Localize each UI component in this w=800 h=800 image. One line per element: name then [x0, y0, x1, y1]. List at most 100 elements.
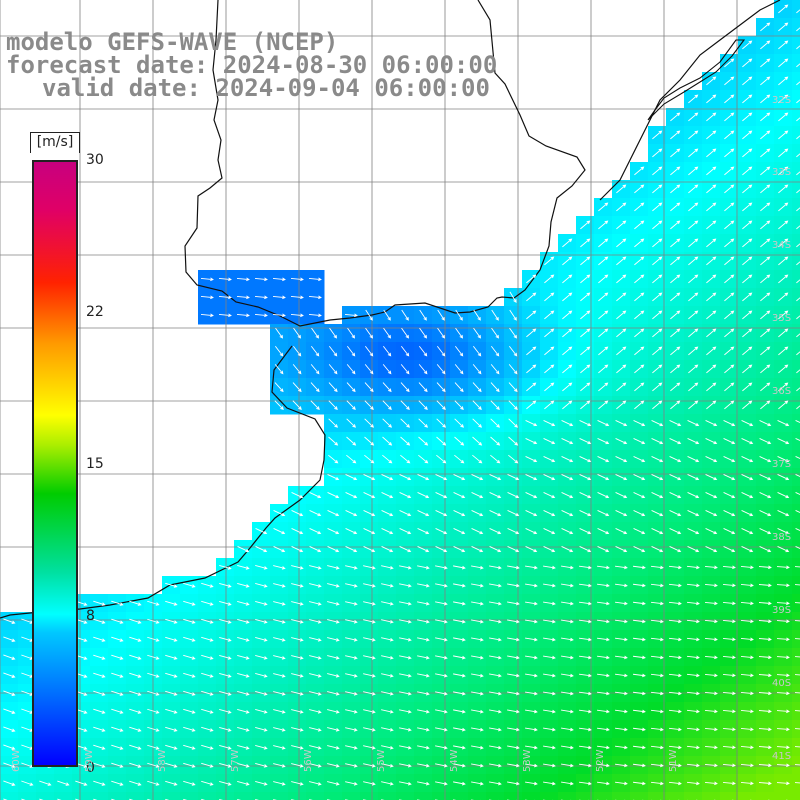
wind-arrow [344, 313, 358, 318]
wind-arrow [670, 184, 681, 194]
wind-arrow [327, 781, 340, 786]
wind-arrow [670, 328, 681, 338]
wind-arrow [111, 744, 124, 750]
wind-arrow [111, 726, 124, 732]
wind-arrow [741, 438, 754, 445]
wind-arrow [201, 708, 214, 714]
wind-arrow [472, 418, 483, 428]
wind-arrow [561, 583, 574, 588]
wind-arrow [580, 346, 591, 356]
wind-arrow [706, 112, 717, 122]
wind-arrow [778, 4, 789, 14]
wind-arrow [632, 655, 646, 660]
wind-arrow [650, 601, 664, 606]
wind-arrow [3, 726, 16, 732]
wind-arrow [543, 655, 556, 660]
lon-label: 60W [11, 749, 22, 772]
wind-arrow [237, 564, 250, 570]
wind-arrow [688, 256, 699, 266]
wind-arrow [668, 727, 682, 732]
wind-arrow [255, 565, 268, 570]
wind-speed-cell [306, 792, 325, 800]
wind-arrow [273, 601, 286, 606]
wind-speed-cell [216, 792, 235, 800]
wind-arrow [724, 130, 735, 140]
wind-arrow [778, 58, 789, 68]
wind-arrow [291, 546, 304, 553]
wind-arrow [310, 345, 320, 357]
wind-arrow [453, 763, 466, 768]
wind-arrow [651, 474, 664, 481]
wind-arrow [345, 637, 358, 642]
wind-arrow [778, 274, 789, 284]
wind-arrow [652, 382, 663, 392]
wind-speed-cell [792, 486, 800, 505]
wind-arrow [435, 637, 448, 642]
wind-arrow [435, 655, 448, 660]
wind-arrow [650, 565, 664, 570]
wind-arrow [670, 130, 681, 140]
wind-arrow [616, 238, 627, 248]
wind-arrow [706, 292, 717, 302]
lon-label: 56W [303, 749, 314, 772]
wind-speed-cell [18, 792, 37, 800]
wind-arrow [634, 238, 645, 248]
wind-arrow [290, 277, 304, 282]
wind-arrow [363, 492, 376, 499]
wind-arrow [544, 256, 555, 266]
wind-arrow [507, 781, 520, 786]
wind-arrow [578, 763, 592, 768]
wind-arrow [255, 781, 268, 786]
wind-arrow [183, 690, 196, 696]
wind-arrow [399, 691, 412, 696]
wind-arrow [290, 295, 304, 300]
wind-arrow [668, 637, 682, 642]
wind-arrow [796, 351, 800, 356]
wind-arrow [668, 691, 682, 696]
wind-arrow [688, 220, 699, 230]
wind-arrow [345, 510, 358, 517]
wind-arrow [346, 454, 357, 464]
wind-arrow [687, 492, 700, 499]
wind-arrow [760, 328, 771, 338]
wind-arrow [758, 619, 772, 624]
wind-speed-cell [468, 792, 487, 800]
wind-arrow [543, 474, 556, 481]
wind-arrow [706, 256, 717, 266]
wind-arrow [794, 620, 800, 622]
wind-speed-cell [450, 792, 469, 800]
wind-arrow [437, 309, 445, 321]
wind-arrow [364, 345, 374, 357]
wind-arrow [507, 510, 520, 517]
wind-arrow [417, 655, 430, 660]
wind-arrow [201, 654, 214, 660]
wind-arrow [742, 310, 753, 320]
wind-arrow [381, 673, 394, 678]
wind-arrow [740, 763, 754, 768]
wind-arrow [328, 436, 339, 446]
wind-arrow [632, 619, 646, 624]
wind-arrow [382, 345, 392, 357]
wind-speed-cell [252, 792, 271, 800]
wind-arrow [651, 420, 664, 427]
wind-arrow [742, 130, 753, 140]
wind-arrow [237, 708, 250, 714]
wind-arrow [309, 763, 322, 768]
wind-arrow [436, 364, 446, 375]
wind-arrow [219, 636, 232, 642]
wind-arrow [129, 762, 142, 768]
wind-arrow [686, 781, 700, 786]
wind-arrow [381, 601, 394, 606]
wind-arrow [704, 709, 718, 714]
wind-arrow [219, 618, 232, 624]
wind-arrow [776, 781, 790, 786]
wind-arrow [652, 220, 663, 230]
wind-speed-cell [792, 36, 800, 55]
wind-arrow [327, 510, 340, 517]
wind-arrow [236, 313, 250, 318]
wind-arrow [614, 781, 628, 786]
wind-arrow [742, 40, 753, 50]
wind-arrow [543, 763, 556, 768]
wind-arrow [778, 328, 789, 338]
wind-arrow [436, 454, 447, 464]
